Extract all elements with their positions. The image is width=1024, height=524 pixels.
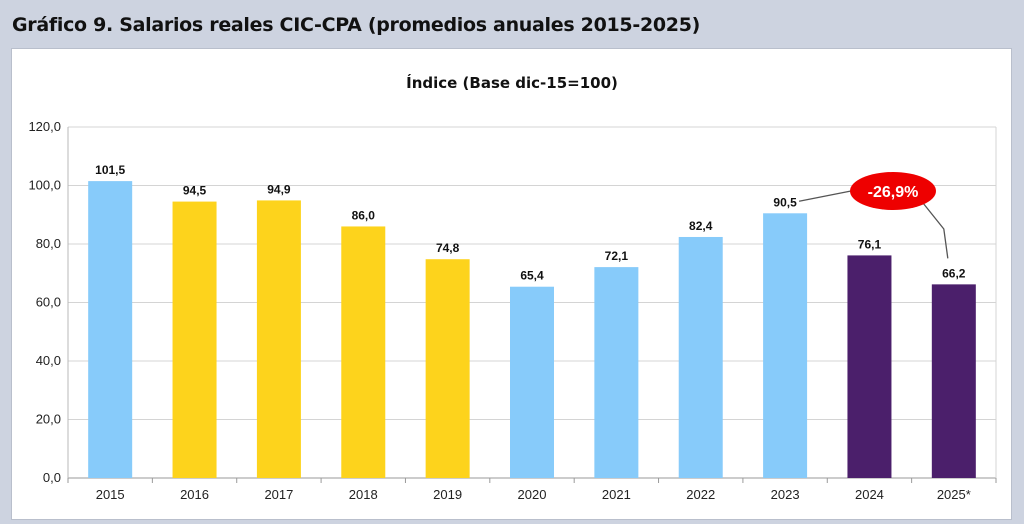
change-annotation: -26,9% bbox=[798, 172, 949, 259]
annotation-line-right bbox=[922, 202, 949, 259]
data-label: 94,9 bbox=[267, 182, 291, 196]
bar bbox=[510, 286, 554, 478]
x-tick-label: 2015 bbox=[96, 487, 125, 502]
data-label: 90,5 bbox=[773, 195, 797, 209]
annotation-badge-text: -26,9% bbox=[868, 184, 919, 201]
x-tick-label: 2024 bbox=[855, 487, 884, 502]
data-label: 94,5 bbox=[183, 184, 207, 198]
x-tick-label: 2016 bbox=[180, 487, 209, 502]
x-tick-label: 2023 bbox=[771, 487, 800, 502]
chart-heading: Gráfico 9. Salarios reales CIC-CPA (prom… bbox=[12, 14, 701, 36]
x-tick-label: 2017 bbox=[264, 487, 293, 502]
bar bbox=[341, 226, 386, 478]
x-tick-label: 2018 bbox=[349, 487, 378, 502]
y-tick-label: 40,0 bbox=[36, 353, 61, 368]
y-tick-label: 0,0 bbox=[43, 470, 61, 485]
data-label: 101,5 bbox=[95, 163, 125, 177]
data-label: 66,2 bbox=[942, 266, 966, 280]
bars bbox=[88, 181, 976, 479]
bar bbox=[931, 284, 976, 478]
data-label: 82,4 bbox=[689, 219, 713, 233]
y-tick-label: 20,0 bbox=[36, 412, 61, 427]
y-axis-ticks: 0,0 20,0 40,0 60,0 80,0 100,0 120,0 bbox=[28, 119, 61, 485]
bar bbox=[763, 213, 808, 478]
annotation-line-left bbox=[798, 190, 852, 202]
data-label: 74,8 bbox=[436, 241, 460, 255]
x-axis-ticks: 2015 2016 2017 2018 2019 2020 2021 2022 2023 2024… bbox=[96, 487, 971, 502]
annotation-badge bbox=[850, 172, 936, 210]
bar bbox=[88, 181, 133, 479]
bar bbox=[847, 255, 892, 478]
bar bbox=[256, 200, 301, 479]
x-tick-label: 2020 bbox=[518, 487, 547, 502]
y-tick-label: 120,0 bbox=[28, 119, 61, 134]
chart-subtitle: Índice (Base dic-15=100) bbox=[406, 73, 618, 92]
data-label: 72,1 bbox=[605, 249, 629, 263]
data-label: 86,0 bbox=[352, 208, 376, 222]
bar bbox=[678, 236, 723, 478]
x-tick-label: 2019 bbox=[433, 487, 462, 502]
x-tick-label: 2025* bbox=[937, 487, 971, 502]
x-tick-label: 2022 bbox=[686, 487, 715, 502]
data-label: 65,4 bbox=[520, 269, 544, 283]
data-label: 76,1 bbox=[858, 237, 882, 251]
data-labels: 101,5 94,5 94,9 86,0 74,8 65,4 72,1 82,4 90,5 76,… bbox=[95, 163, 966, 283]
y-tick-label: 100,0 bbox=[28, 178, 61, 193]
y-tick-label: 60,0 bbox=[36, 295, 61, 310]
bar bbox=[594, 267, 639, 478]
y-tick-label: 80,0 bbox=[36, 236, 61, 251]
bar bbox=[172, 201, 217, 478]
x-tick-label: 2021 bbox=[602, 487, 631, 502]
bar bbox=[425, 259, 470, 478]
